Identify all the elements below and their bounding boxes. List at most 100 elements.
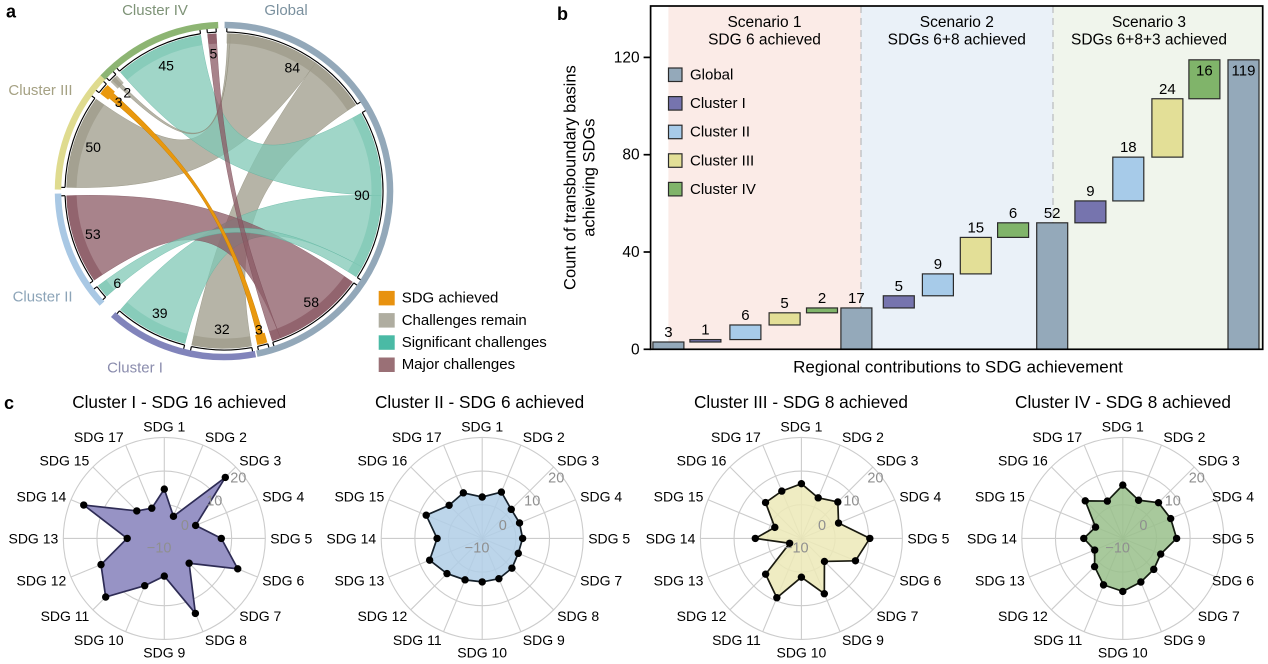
svg-text:15: 15: [967, 219, 984, 236]
svg-text:Regional contributions to SDG: Regional contributions to SDG achievemen…: [793, 358, 1123, 377]
svg-text:Cluster II: Cluster II: [690, 124, 750, 141]
svg-text:SDG 1: SDG 1: [461, 418, 503, 434]
svg-text:Major challenges: Major challenges: [402, 356, 515, 373]
svg-text:20: 20: [867, 470, 883, 486]
svg-text:SDG 16: SDG 16: [677, 453, 727, 469]
svg-text:SDGs 6+8+3 achieved: SDGs 6+8+3 achieved: [1071, 32, 1227, 49]
svg-text:90: 90: [354, 187, 370, 203]
svg-text:SDG 7: SDG 7: [239, 608, 281, 624]
svg-text:0: 0: [499, 518, 507, 534]
svg-text:SDG 5: SDG 5: [907, 530, 949, 546]
svg-text:SDG 3: SDG 3: [557, 453, 599, 469]
svg-text:SDG 10: SDG 10: [457, 644, 507, 659]
svg-text:SDG 6: SDG 6: [262, 573, 304, 589]
svg-text:32: 32: [214, 321, 230, 337]
svg-text:SDG 17: SDG 17: [711, 429, 761, 445]
svg-text:52: 52: [1044, 205, 1061, 222]
svg-text:SDG 11: SDG 11: [1033, 632, 1082, 648]
svg-text:5: 5: [210, 45, 218, 61]
svg-text:58: 58: [303, 294, 319, 310]
svg-text:1: 1: [701, 322, 709, 339]
svg-text:SDG 11: SDG 11: [712, 632, 761, 648]
svg-text:SDG achieved: SDG achieved: [402, 290, 499, 307]
svg-text:3: 3: [664, 324, 672, 341]
svg-text:2: 2: [818, 290, 826, 307]
svg-text:9: 9: [1086, 183, 1094, 200]
svg-text:SDG 15: SDG 15: [334, 488, 384, 504]
svg-text:SDG 4: SDG 4: [262, 488, 304, 504]
svg-text:−10: −10: [465, 540, 490, 556]
svg-text:Cluster I - SDG 16 achieved: Cluster I - SDG 16 achieved: [72, 392, 286, 412]
svg-text:SDG 8: SDG 8: [205, 632, 247, 648]
svg-text:c: c: [4, 393, 14, 413]
svg-text:SDG 2: SDG 2: [205, 429, 247, 445]
svg-text:5: 5: [780, 295, 788, 312]
svg-text:Cluster IV: Cluster IV: [690, 181, 756, 198]
svg-text:SDG 2: SDG 2: [842, 429, 884, 445]
svg-text:10: 10: [1165, 493, 1181, 509]
svg-text:SDG 7: SDG 7: [876, 608, 918, 624]
svg-text:Scenario 1: Scenario 1: [727, 14, 801, 31]
svg-text:SDG 9: SDG 9: [143, 644, 185, 659]
svg-text:−10: −10: [147, 540, 172, 556]
svg-text:SDG 1: SDG 1: [780, 418, 822, 434]
svg-text:10: 10: [206, 493, 222, 509]
svg-text:SDG 4: SDG 4: [1212, 488, 1254, 504]
svg-text:SDG 13: SDG 13: [334, 573, 384, 589]
svg-text:16: 16: [1196, 62, 1213, 79]
svg-text:Cluster II - SDG 6 achieved: Cluster II - SDG 6 achieved: [375, 392, 584, 412]
svg-text:0: 0: [1139, 518, 1147, 534]
svg-text:53: 53: [85, 226, 101, 242]
svg-text:SDG 14: SDG 14: [326, 530, 376, 546]
svg-text:Cluster III: Cluster III: [8, 82, 72, 99]
svg-text:−10: −10: [784, 540, 809, 556]
svg-text:3: 3: [115, 94, 123, 110]
svg-text:Cluster IV: Cluster IV: [122, 2, 188, 19]
svg-text:−10: −10: [1105, 540, 1130, 556]
svg-text:SDG 4: SDG 4: [580, 488, 622, 504]
svg-text:6: 6: [741, 307, 749, 324]
svg-text:SDG 14: SDG 14: [646, 530, 696, 546]
svg-text:SDG 16: SDG 16: [998, 453, 1048, 469]
svg-text:0: 0: [181, 518, 189, 534]
svg-text:SDG 4: SDG 4: [899, 488, 941, 504]
svg-text:SDG 6 achieved: SDG 6 achieved: [708, 32, 821, 49]
svg-text:9: 9: [934, 256, 942, 273]
svg-text:SDG 14: SDG 14: [17, 488, 67, 504]
svg-text:SDG 3: SDG 3: [239, 453, 281, 469]
svg-text:SDG 17: SDG 17: [392, 429, 442, 445]
svg-text:50: 50: [85, 139, 101, 155]
svg-text:SDG 2: SDG 2: [1163, 429, 1205, 445]
svg-text:Cluster IV - SDG 8 achieved: Cluster IV - SDG 8 achieved: [1015, 392, 1231, 412]
svg-text:0: 0: [818, 518, 826, 534]
svg-text:SDG 6: SDG 6: [899, 573, 941, 589]
svg-text:SDG 14: SDG 14: [967, 530, 1017, 546]
svg-text:20: 20: [1189, 470, 1205, 486]
svg-text:SDG 12: SDG 12: [357, 608, 407, 624]
svg-text:Cluster III - SDG 8 achieved: Cluster III - SDG 8 achieved: [694, 392, 908, 412]
svg-text:SDG 3: SDG 3: [1198, 453, 1240, 469]
svg-text:SDG 9: SDG 9: [842, 632, 884, 648]
svg-text:SDG 2: SDG 2: [523, 429, 565, 445]
svg-text:39: 39: [152, 305, 168, 321]
svg-text:40: 40: [622, 244, 640, 261]
svg-text:SDG 1: SDG 1: [143, 418, 185, 434]
svg-text:SDG 13: SDG 13: [8, 530, 58, 546]
svg-text:6: 6: [113, 275, 121, 291]
svg-text:SDG 15: SDG 15: [40, 453, 90, 469]
svg-text:SDG 13: SDG 13: [975, 573, 1025, 589]
svg-text:SDG 12: SDG 12: [17, 573, 67, 589]
svg-text:24: 24: [1159, 81, 1176, 98]
svg-text:SDG 1: SDG 1: [1102, 418, 1144, 434]
svg-text:SDG 16: SDG 16: [357, 453, 407, 469]
svg-text:Scenario 2: Scenario 2: [920, 14, 994, 31]
svg-text:45: 45: [158, 58, 174, 74]
svg-text:3: 3: [255, 322, 263, 338]
svg-text:SDG 5: SDG 5: [270, 530, 312, 546]
svg-text:SDG 12: SDG 12: [677, 608, 727, 624]
svg-text:10: 10: [843, 493, 859, 509]
svg-text:SDGs 6+8 achieved: SDGs 6+8 achieved: [888, 32, 1026, 49]
svg-text:Challenges remain: Challenges remain: [402, 312, 527, 329]
svg-text:SDG 17: SDG 17: [1032, 429, 1082, 445]
svg-text:Cluster I: Cluster I: [690, 95, 746, 112]
